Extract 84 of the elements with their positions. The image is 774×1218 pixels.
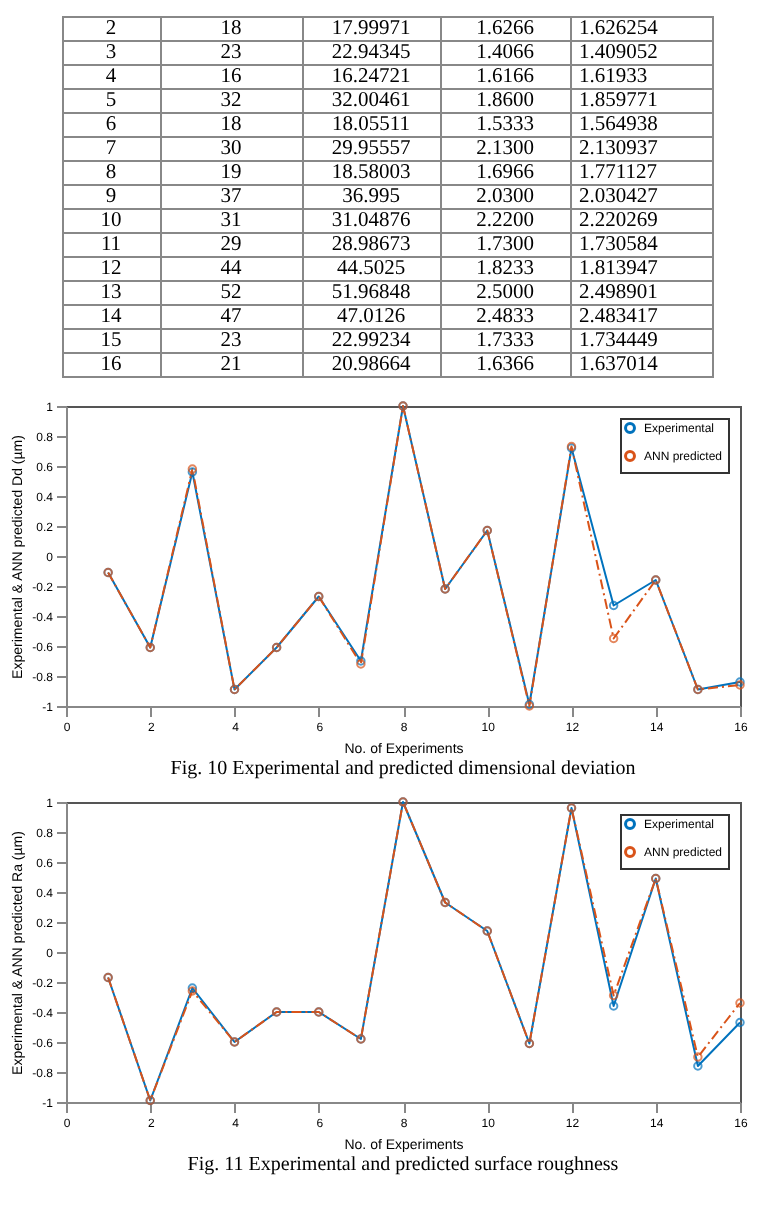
text: 1.626254 bbox=[570, 17, 712, 41]
text: Fig. 11 Experimental and predicted surface roughness bbox=[187, 1154, 619, 1176]
text: 2.220269 bbox=[570, 209, 712, 233]
text: 1.6966 bbox=[440, 161, 570, 185]
point bbox=[608, 600, 619, 611]
text: 16.24721 bbox=[302, 65, 440, 89]
text: 32 bbox=[160, 89, 302, 113]
text: 18 bbox=[160, 113, 302, 137]
point bbox=[608, 990, 619, 1001]
text: 1.859771 bbox=[570, 89, 712, 113]
text: 2 bbox=[62, 17, 160, 41]
text: 22.94345 bbox=[302, 41, 440, 65]
text: 15 bbox=[62, 329, 160, 353]
point bbox=[693, 1061, 703, 1071]
text: 1.409052 bbox=[570, 41, 712, 65]
text: 31.04876 bbox=[302, 209, 440, 233]
point bbox=[608, 1001, 619, 1011]
text: 2.1300 bbox=[440, 137, 570, 161]
point bbox=[735, 998, 745, 1008]
text: 1.730584 bbox=[570, 233, 712, 257]
text: 21 bbox=[160, 353, 302, 377]
text: 12 bbox=[62, 257, 160, 281]
text: 36.995 bbox=[302, 185, 440, 209]
text: 1.6266 bbox=[440, 17, 570, 41]
text: 1.8600 bbox=[440, 89, 570, 113]
text: 14 bbox=[62, 305, 160, 329]
text: 51.96848 bbox=[302, 281, 440, 305]
text: 19 bbox=[160, 161, 302, 185]
text: 32.00461 bbox=[302, 89, 440, 113]
text: 47.0126 bbox=[302, 305, 440, 329]
text: 13 bbox=[62, 281, 160, 305]
text: 37 bbox=[160, 185, 302, 209]
text: Fig. 10 Experimental and predicted dimensional deviation bbox=[170, 758, 636, 780]
text: 29 bbox=[160, 233, 302, 257]
text: 1.637014 bbox=[570, 353, 712, 377]
text: 31 bbox=[160, 209, 302, 233]
text: 23 bbox=[160, 329, 302, 353]
text: 1.813947 bbox=[570, 257, 712, 281]
text: 1.7300 bbox=[440, 233, 570, 257]
text: 1.771127 bbox=[570, 161, 712, 185]
text: 1.734449 bbox=[570, 329, 712, 353]
text: 7 bbox=[62, 137, 160, 161]
text: 2.130937 bbox=[570, 137, 712, 161]
text: 1.61933 bbox=[570, 65, 712, 89]
text: 16 bbox=[160, 65, 302, 89]
text: 1.5333 bbox=[440, 113, 570, 137]
text: 1.564938 bbox=[570, 113, 712, 137]
text: 44.5025 bbox=[302, 257, 440, 281]
text: 6 bbox=[62, 113, 160, 137]
text: 2.4833 bbox=[440, 305, 570, 329]
text: 22.99234 bbox=[302, 329, 440, 353]
text: 18.58003 bbox=[302, 161, 440, 185]
text: 8 bbox=[62, 161, 160, 185]
text: 52 bbox=[160, 281, 302, 305]
text: 2.0300 bbox=[440, 185, 570, 209]
text: 29.95557 bbox=[302, 137, 440, 161]
text: 4 bbox=[62, 65, 160, 89]
text: 1.7333 bbox=[440, 329, 570, 353]
text: 47 bbox=[160, 305, 302, 329]
text: 17.99971 bbox=[302, 17, 440, 41]
text: 2.5000 bbox=[440, 281, 570, 305]
text: 44 bbox=[160, 257, 302, 281]
text: 5 bbox=[62, 89, 160, 113]
text: 3 bbox=[62, 41, 160, 65]
text: 20.98664 bbox=[302, 353, 440, 377]
text: 1.6166 bbox=[440, 65, 570, 89]
point bbox=[693, 1052, 703, 1062]
text: 16 bbox=[62, 353, 160, 377]
text: 2.030427 bbox=[570, 185, 712, 209]
point bbox=[608, 633, 619, 644]
text: 30 bbox=[160, 137, 302, 161]
text: 1.4066 bbox=[440, 41, 570, 65]
text: 1.8233 bbox=[440, 257, 570, 281]
text: 2.2200 bbox=[440, 209, 570, 233]
text: 18 bbox=[160, 17, 302, 41]
text: 23 bbox=[160, 41, 302, 65]
text: 11 bbox=[62, 233, 160, 257]
text: 1.6366 bbox=[440, 353, 570, 377]
text: 18.05511 bbox=[302, 113, 440, 137]
text: 2.498901 bbox=[570, 281, 712, 305]
text: 2.483417 bbox=[570, 305, 712, 329]
text: 9 bbox=[62, 185, 160, 209]
text: 10 bbox=[62, 209, 160, 233]
text: 28.98673 bbox=[302, 233, 440, 257]
